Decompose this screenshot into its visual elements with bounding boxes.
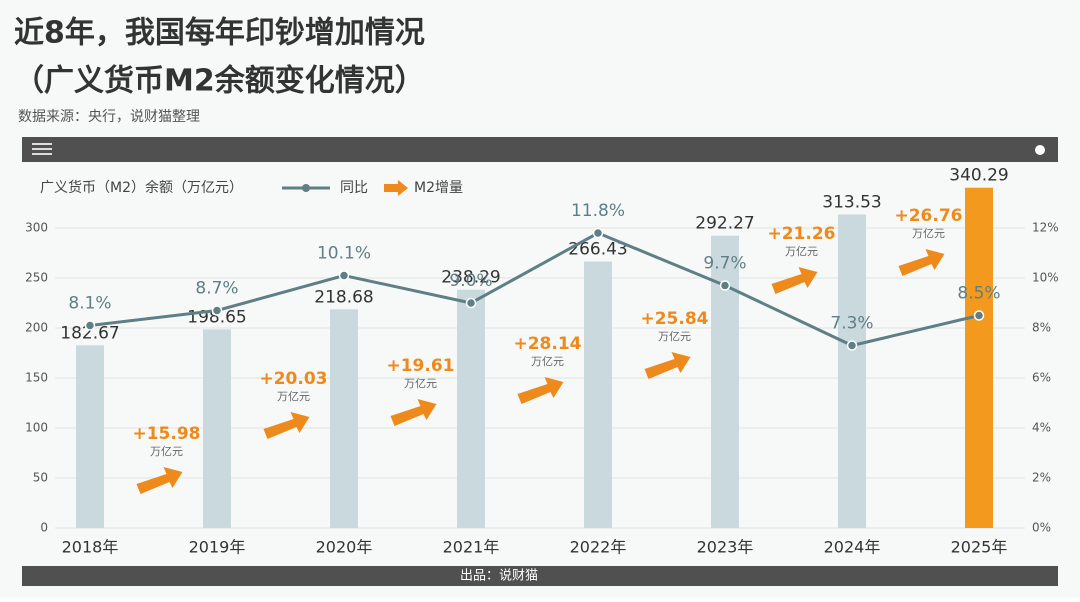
y2-tick-label: 2% bbox=[1032, 471, 1051, 485]
y-tick-label: 200 bbox=[25, 321, 48, 335]
footer: 出品：说财猫 bbox=[460, 569, 538, 584]
x-tick-label: 2021年 bbox=[443, 538, 500, 557]
increment-arrow bbox=[390, 399, 437, 426]
increment-arrow bbox=[771, 267, 818, 294]
x-tick-label: 2023年 bbox=[697, 538, 754, 557]
increment-unit: 万亿元 bbox=[785, 245, 818, 258]
x-tick-label: 2020年 bbox=[316, 538, 373, 557]
growth-point bbox=[592, 227, 604, 239]
growth-label: 8.7% bbox=[195, 279, 238, 299]
legend: 广义货币（M2）余额（万亿元） 同比 M2增量 bbox=[40, 179, 463, 196]
increment-label: +26.76 bbox=[894, 206, 962, 226]
bar bbox=[457, 289, 485, 528]
header-bar bbox=[22, 137, 1058, 162]
bar-value-label: 340.29 bbox=[949, 166, 1008, 186]
growth-label: 9.0% bbox=[449, 271, 492, 291]
growth-label: 9.7% bbox=[703, 254, 746, 274]
increment-label: +15.98 bbox=[132, 424, 200, 444]
bar bbox=[76, 345, 104, 528]
legend-label: M2增量 bbox=[414, 180, 463, 196]
bar bbox=[711, 235, 739, 529]
growth-label: 11.8% bbox=[571, 201, 625, 221]
y2-tick-label: 12% bbox=[1032, 221, 1059, 235]
y2-tick-label: 4% bbox=[1032, 421, 1051, 435]
increment-arrow bbox=[898, 249, 945, 276]
growth-label: 8.1% bbox=[68, 294, 111, 314]
increment-unit: 万亿元 bbox=[277, 390, 310, 403]
bar-value-label: 266.43 bbox=[568, 240, 627, 260]
legend-dot bbox=[302, 184, 310, 192]
legend-label: 广义货币（M2）余额（万亿元） bbox=[40, 179, 243, 196]
y-tick-label: 50 bbox=[33, 471, 48, 485]
bar bbox=[965, 187, 993, 528]
y2-tick-label: 6% bbox=[1032, 371, 1051, 385]
increment-arrow bbox=[136, 467, 183, 494]
bar-value-label: 292.27 bbox=[695, 214, 754, 234]
growth-label: 10.1% bbox=[317, 244, 371, 264]
increment-label: +20.03 bbox=[259, 369, 327, 389]
x-tick-label: 2022年 bbox=[570, 538, 627, 557]
legend-arrow bbox=[384, 180, 408, 196]
increment-label: +25.84 bbox=[640, 309, 708, 329]
increment-unit: 万亿元 bbox=[150, 445, 183, 458]
growth-point bbox=[84, 320, 96, 331]
bar bbox=[330, 309, 358, 528]
bar bbox=[203, 329, 231, 528]
growth-point bbox=[846, 340, 858, 351]
increment-arrow bbox=[517, 377, 564, 404]
growth-point bbox=[719, 280, 731, 291]
increment-unit: 万亿元 bbox=[531, 355, 564, 368]
increment-arrow bbox=[644, 352, 691, 379]
y-tick-label: 250 bbox=[25, 271, 48, 285]
y-tick-label: 0 bbox=[40, 521, 48, 535]
x-tick-label: 2019年 bbox=[189, 538, 246, 557]
growth-point bbox=[973, 310, 985, 321]
header-dot bbox=[1035, 145, 1045, 155]
bar bbox=[584, 261, 612, 528]
footer-bar bbox=[22, 566, 1058, 586]
bar bbox=[838, 214, 866, 528]
increment-label: +21.26 bbox=[767, 224, 835, 244]
growth-point bbox=[338, 270, 350, 281]
increment-unit: 万亿元 bbox=[658, 330, 691, 343]
growth-point bbox=[465, 297, 477, 309]
legend-label: 同比 bbox=[340, 180, 368, 196]
y2-tick-label: 8% bbox=[1032, 321, 1051, 335]
menu-icon bbox=[32, 143, 52, 155]
bar-value-label: 182.67 bbox=[60, 323, 119, 343]
y-tick-label: 100 bbox=[25, 421, 48, 435]
y-tick-label: 300 bbox=[25, 221, 48, 235]
increment-label: +19.61 bbox=[386, 356, 454, 376]
bar-value-label: 313.53 bbox=[822, 192, 881, 212]
y-tick-label: 150 bbox=[25, 371, 48, 385]
x-tick-label: 2018年 bbox=[62, 538, 119, 557]
bar-value-label: 218.68 bbox=[314, 287, 373, 307]
y2-tick-label: 0% bbox=[1032, 521, 1051, 535]
growth-label: 8.5% bbox=[957, 284, 1000, 304]
source: 数据来源：央行，说财猫整理 bbox=[18, 109, 200, 125]
chart-subtitle: （广义货币M2余额变化情况） bbox=[14, 64, 425, 99]
x-tick-label: 2025年 bbox=[951, 538, 1008, 557]
growth-point bbox=[211, 305, 223, 316]
increment-unit: 万亿元 bbox=[404, 377, 437, 390]
bar-value-label: 238.29 bbox=[441, 268, 500, 288]
growth-line bbox=[89, 231, 980, 348]
y2-tick-label: 10% bbox=[1032, 271, 1059, 285]
increment-arrow bbox=[263, 412, 310, 439]
increment-label: +28.14 bbox=[513, 334, 581, 354]
increment-unit: 万亿元 bbox=[912, 227, 945, 240]
x-tick-label: 2024年 bbox=[824, 538, 881, 557]
growth-label: 7.3% bbox=[830, 314, 873, 334]
chart-title: 近8年，我国每年印钞增加情况 bbox=[14, 16, 425, 51]
